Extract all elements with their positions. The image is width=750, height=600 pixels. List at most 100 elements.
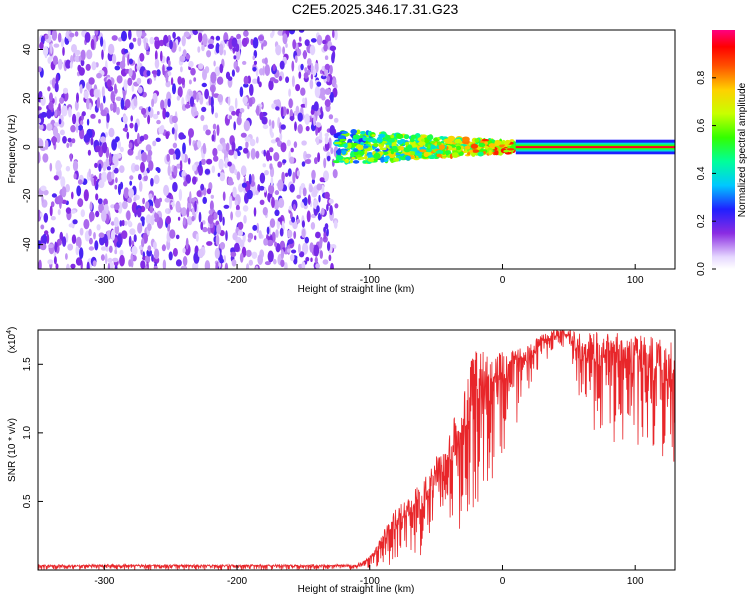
spectrogram-cell (182, 247, 186, 254)
spectrogram-cell (186, 207, 190, 218)
spectrogram-cell (324, 135, 329, 145)
spectrogram-cell (282, 46, 285, 55)
spectrogram-cell (235, 204, 240, 211)
spectrogram-cell (175, 234, 180, 240)
spectrogram-cell (399, 146, 405, 151)
spectrogram-cell (375, 148, 380, 152)
spectrogram-cell (73, 173, 77, 180)
spectrogram-cell (83, 219, 90, 230)
spectrogram-cell (188, 60, 194, 68)
spectrogram-cell (301, 161, 306, 167)
spectrogram-cell (258, 230, 262, 239)
spectrogram-cell (257, 76, 260, 85)
spectrogram-cell (211, 104, 215, 115)
spectrogram-cell (309, 242, 314, 253)
spectrogram-cell (297, 124, 303, 134)
spectrogram-cell (97, 198, 103, 205)
spectrogram-cell (312, 186, 318, 197)
spectrogram-cell (143, 174, 148, 182)
snr-series (38, 330, 675, 570)
spectrogram-cell (80, 120, 84, 126)
spectrogram-cell (423, 152, 429, 158)
spectrogram-cell (90, 113, 96, 119)
spectrogram-cell (112, 257, 119, 263)
spectrogram-cell (240, 132, 247, 138)
spectrogram-cell (191, 207, 195, 216)
spectrogram-cell (389, 152, 396, 159)
spectrogram-cell (304, 39, 310, 47)
spectrogram-cell (408, 151, 417, 156)
spectrogram-cell (294, 256, 298, 262)
spectrogram-cell (51, 136, 58, 144)
spectrogram-cell (193, 142, 198, 151)
spectrogram-y-axis-title: Frequency (Hz) (7, 115, 18, 184)
spectrogram-cell (207, 43, 214, 50)
spectrogram-cell (111, 171, 115, 180)
spectrogram-cell (281, 171, 285, 182)
x-tick-label: 0 (500, 576, 506, 587)
spectrogram-cell (42, 153, 49, 163)
spectrogram-cell (405, 155, 411, 161)
spectrogram-cell (236, 33, 242, 40)
spectrogram-cell (48, 243, 54, 249)
spectrogram-cell (248, 259, 253, 266)
spectrogram-cell (227, 161, 232, 167)
spectrogram-cell (316, 122, 322, 128)
spectrogram-cell (117, 140, 122, 149)
spectrogram-cell (42, 46, 49, 56)
spectrogram-cell (329, 45, 337, 52)
spectrogram-cell (129, 180, 133, 186)
spectrogram-cell (150, 177, 154, 187)
spectrogram-cell (238, 112, 242, 119)
spectrogram-cell (291, 75, 295, 88)
spectrogram-cell (154, 38, 161, 50)
spectrogram-cell (57, 195, 64, 204)
spectrogram-cell (255, 136, 259, 144)
spectrogram-cell (254, 235, 257, 241)
spectrogram-cell (352, 160, 360, 164)
spectrogram-cell (154, 36, 159, 41)
spectrogram-cell (270, 139, 277, 144)
spectrogram-cell (391, 145, 398, 150)
spectrogram-cell (184, 104, 191, 109)
spectrogram-cell (470, 143, 479, 149)
spectrogram-cell (133, 96, 138, 107)
spectrogram-cell (49, 205, 53, 217)
spectrogram-cell (112, 101, 117, 113)
snr-line (38, 330, 675, 570)
spectrogram-cell (258, 81, 262, 88)
spectrogram-cell (140, 161, 145, 173)
spectrogram-cell (235, 209, 242, 218)
spectrogram-cell (330, 147, 334, 155)
spectrogram-cell (418, 141, 426, 146)
spectrogram-cell (310, 109, 315, 115)
spectrogram-cell (194, 200, 197, 212)
spectrogram-cell (162, 107, 167, 120)
x-tick-label: 0 (500, 275, 506, 286)
spectrogram-cell (286, 139, 291, 147)
spectrogram-cell (138, 173, 142, 181)
spectrogram-cell (300, 200, 305, 209)
spectrogram-cell (69, 32, 75, 38)
spectrogram-cell (70, 263, 76, 269)
spectrogram-cell (152, 140, 157, 147)
spectrogram-cell (183, 31, 190, 38)
spectrogram-cell (40, 224, 45, 230)
spectrogram-cell (268, 79, 274, 91)
spectrogram-cell (302, 242, 309, 255)
spectrogram-cell (148, 106, 151, 112)
spectrogram-cell (100, 246, 107, 251)
spectrogram-cell (217, 144, 223, 152)
spectrogram-cell (328, 254, 332, 262)
spectrogram-cell (343, 143, 348, 149)
spectrogram-cell (190, 67, 196, 76)
x-tick-label: -100 (360, 275, 380, 286)
spectrogram-cell (123, 79, 128, 91)
spectrogram-cell (300, 63, 304, 71)
spectrogram-cell (206, 50, 212, 58)
spectrogram-cell (107, 257, 113, 263)
spectrogram-cell (262, 124, 269, 130)
spectrogram-cell (341, 150, 347, 156)
spectrogram-cell (114, 224, 120, 235)
spectrogram-cell (172, 181, 178, 193)
